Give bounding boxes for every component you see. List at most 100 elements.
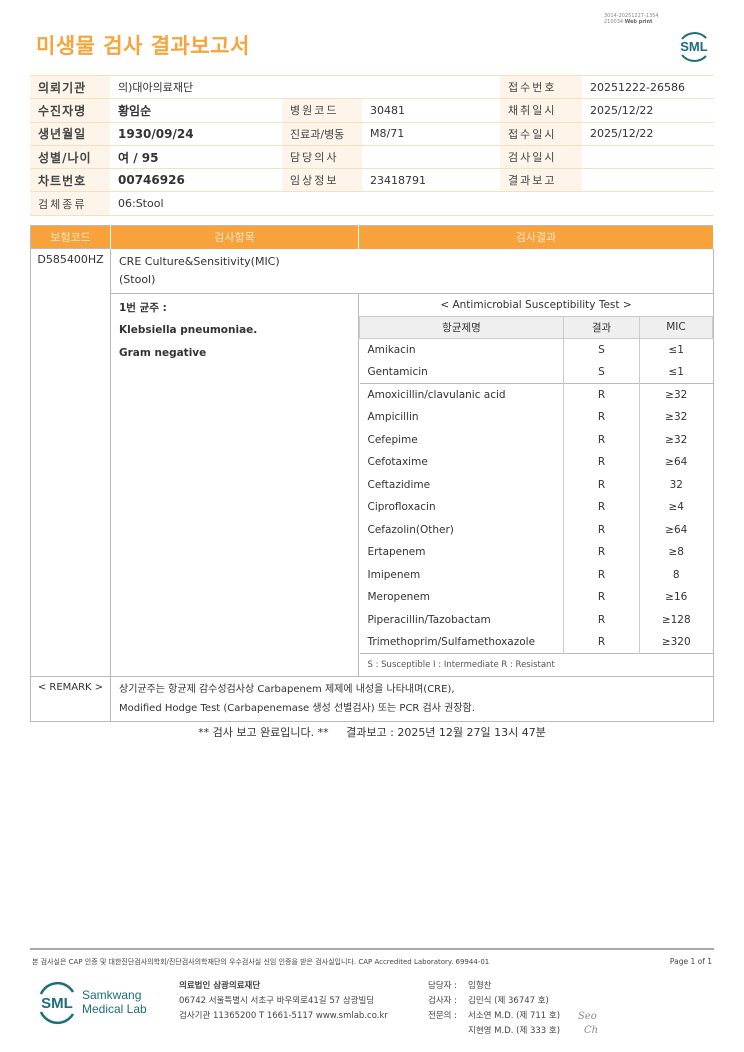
ast-drug: Ceftazidime <box>359 473 564 496</box>
svg-text:SML: SML <box>41 995 73 1012</box>
org-contact: 검사기관 11365200 T 1661-5117 www.smlab.co.k… <box>179 1011 388 1021</box>
label: 담당의사 <box>282 144 362 170</box>
label: 접수일시 <box>500 121 582 146</box>
ast-result: R <box>563 383 640 406</box>
remark-label: < REMARK > <box>30 676 111 722</box>
ast-row: Amoxicillin/clavulanic acid R ≥32 <box>359 383 713 406</box>
ast-row: Meropenem R ≥16 <box>359 586 713 609</box>
remark-line: 상기균주는 항균제 감수성검사상 Carbapenem 제제에 내성을 나타내며… <box>119 684 455 695</box>
svg-text:SML: SML <box>680 39 708 54</box>
ast-row: Ceftazidime R 32 <box>359 473 713 496</box>
label: 접수번호 <box>500 74 582 100</box>
label: 전문의 : <box>428 1011 458 1021</box>
page-number: Page 1 of 1 <box>669 957 712 966</box>
ast-result: R <box>563 406 640 429</box>
hospital-code: 30481 <box>362 98 500 123</box>
label: 병원코드 <box>282 98 362 123</box>
ast-drug: Gentamicin <box>359 361 564 384</box>
dob: 1930/09/24 <box>110 121 282 146</box>
page-title: 미생물 검사 결과보고서 <box>36 34 250 58</box>
ast-mic: ≥32 <box>639 383 713 406</box>
ast-drug: Amikacin <box>359 338 564 361</box>
ast-drug: Trimethoprim/Sulfamethoxazole <box>359 631 564 654</box>
print-id: 3014-20251227-1354 <box>604 13 659 19</box>
sex-age: 여 / 95 <box>110 144 282 170</box>
ast-drug: Imipenem <box>359 563 564 586</box>
ast-drug: Cefepime <box>359 428 564 451</box>
ast-result: R <box>563 541 640 564</box>
insurance-code: D585400HZ <box>30 248 111 677</box>
header-code: 보험코드 <box>30 225 111 249</box>
org-address: 06742 서울특별시 서초구 바우뫼로41길 57 삼광빌딩 <box>179 996 375 1006</box>
ast-drug: Cefazolin(Other) <box>359 518 564 541</box>
web-print-label: Web print <box>624 19 653 25</box>
ast-result: R <box>563 451 640 474</box>
ast-mic: 8 <box>672 568 680 581</box>
ast-result: R <box>563 518 640 541</box>
label: 차트번호 <box>30 168 110 193</box>
label: 수진자명 <box>30 98 110 123</box>
ast-drug: Amoxicillin/clavulanic acid <box>359 383 564 406</box>
ast-row: Piperacillin/Tazobactam R ≥128 <box>359 608 713 631</box>
ast-mic: ≥128 <box>661 613 691 626</box>
accreditation-note: 본 검사실은 CAP 인증 및 대한진단검사의학회/진단검사의학재단의 우수검사… <box>32 958 490 966</box>
remark-line: Modified Hodge Test (Carbapenemase 생성 선별… <box>119 703 475 714</box>
ast-legend: S : Susceptible I : Intermediate R : Res… <box>359 653 713 676</box>
gram-stain: Gram negative <box>119 346 207 359</box>
ast-row: Ciprofloxacin R ≥4 <box>359 496 713 519</box>
ast-result: R <box>563 428 640 451</box>
ast-mic: ≥32 <box>665 433 688 446</box>
doctor <box>362 144 500 170</box>
label: 결과보고 <box>500 168 582 193</box>
signature-image: Seo Ch <box>578 1010 598 1038</box>
label: 성별/나이 <box>30 144 110 170</box>
ast-row: Cefepime R ≥32 <box>359 428 713 451</box>
signature: Seo <box>578 1011 597 1022</box>
ast-result: S <box>563 361 640 384</box>
result-table: 보험코드 검사항목 검사결과 D585400HZ CRE Culture&Sensi… <box>30 225 714 722</box>
ast-row: Cefazolin(Other) R ≥64 <box>359 518 713 541</box>
ast-drug: Meropenem <box>359 586 564 609</box>
footer-divider <box>30 948 714 950</box>
label: 채취일시 <box>500 98 582 123</box>
logo-name-2: Medical Lab <box>82 1002 147 1016</box>
ast-header-drug: 항균제명 <box>359 315 564 339</box>
collected: 2025/12/22 <box>582 98 714 123</box>
label: 임상정보 <box>282 168 362 193</box>
label: 검사자 : <box>428 996 458 1006</box>
ast-row: Ampicillin R ≥32 <box>359 406 713 429</box>
ast-result: R <box>563 563 640 586</box>
isolate-label: 1번 균주 : <box>119 301 167 314</box>
reported <box>582 168 714 193</box>
ast-drug: Cefotaxime <box>359 451 564 474</box>
ast-row: Imipenem R 8 <box>359 563 713 586</box>
ast-drug: Ciprofloxacin <box>359 496 564 519</box>
label: 의뢰기관 <box>30 74 110 100</box>
ast-result: R <box>563 473 640 496</box>
ast-row: Gentamicin S ≤1 <box>359 361 713 384</box>
ast-row: Cefotaxime R ≥64 <box>359 451 713 474</box>
ast-mic: ≥4 <box>668 501 684 514</box>
ast-table: < Antimicrobial Susceptibility Test > 항균… <box>359 294 713 676</box>
samkwang-logo-icon: SML <box>39 981 75 1025</box>
ast-mic: ≤1 <box>668 366 684 378</box>
header-result: 검사결과 <box>358 225 714 249</box>
ast-row: Ertapenem R ≥8 <box>359 541 713 564</box>
ast-mic: ≥320 <box>661 636 691 648</box>
print-info: 3014-20251227-1354 210034 Web print <box>604 13 659 25</box>
ast-result: R <box>563 586 640 609</box>
patient-info-table: 의뢰기관 의)대아의료재단 접수번호 20251222-26586 수진자명 황임순 병원… <box>30 74 714 216</box>
received: 2025/12/22 <box>582 121 714 146</box>
label: 진료과/병동 <box>282 121 362 146</box>
tester: 김민식 (제 36747 호) <box>468 996 549 1006</box>
ast-drug: Ertapenem <box>359 541 564 564</box>
tested <box>582 144 714 170</box>
test-name: CRE Culture&Sensitivity(MIC) <box>119 254 280 268</box>
ast-title: < Antimicrobial Susceptibility Test > <box>440 298 632 311</box>
header-test: 검사항목 <box>110 225 359 249</box>
ast-drug: Ampicillin <box>359 406 564 429</box>
chart-no: 00746926 <box>110 168 282 193</box>
sml-logo-icon: SML <box>680 32 708 62</box>
test-specimen: (Stool) <box>119 272 156 286</box>
ast-row: Trimethoprim/Sulfamethoxazole R ≥320 <box>359 631 713 654</box>
